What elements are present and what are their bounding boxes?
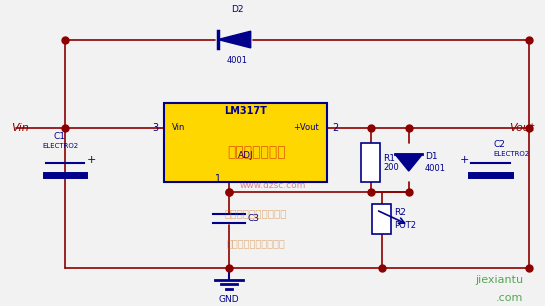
Text: Vin: Vin [11,123,29,133]
Text: 4001: 4001 [425,164,446,173]
Text: R1: R1 [383,154,395,162]
Text: +: + [459,155,469,165]
Text: LM317T: LM317T [224,106,267,116]
Text: 全球最大电子采购网站: 全球最大电子采购网站 [225,208,287,218]
Text: 维库电子市场网: 维库电子市场网 [227,145,286,159]
Text: +Vout: +Vout [293,123,319,132]
Text: 杭州矜睿科技有限公司: 杭州矜睿科技有限公司 [227,238,286,248]
Text: Vout: Vout [509,123,534,133]
Text: GND: GND [219,295,239,304]
Text: R2: R2 [394,208,406,217]
Bar [361,143,380,182]
Text: ELECTRO2: ELECTRO2 [493,151,529,157]
Text: C3: C3 [248,215,260,223]
Text: D1: D1 [425,152,438,161]
Text: ADJ: ADJ [238,151,253,159]
Bar [164,103,327,182]
Text: C2: C2 [493,140,505,149]
Text: jiexiantu: jiexiantu [475,275,523,285]
Text: 200: 200 [383,163,399,172]
Text: C1: C1 [54,132,66,141]
Polygon shape [218,31,251,48]
Text: ELECTRO2: ELECTRO2 [42,143,78,149]
Bar [372,204,391,234]
Text: POT2: POT2 [394,221,416,230]
Text: Vin: Vin [172,123,185,132]
Text: 1: 1 [215,174,221,185]
Text: www.dzsc.com: www.dzsc.com [239,181,306,190]
Text: 3: 3 [152,123,158,133]
Text: +: + [87,155,96,165]
Text: D2: D2 [231,5,243,14]
Polygon shape [395,154,422,171]
Text: .com: .com [496,293,523,303]
Text: 2: 2 [332,123,338,133]
Text: 4001: 4001 [227,56,247,65]
